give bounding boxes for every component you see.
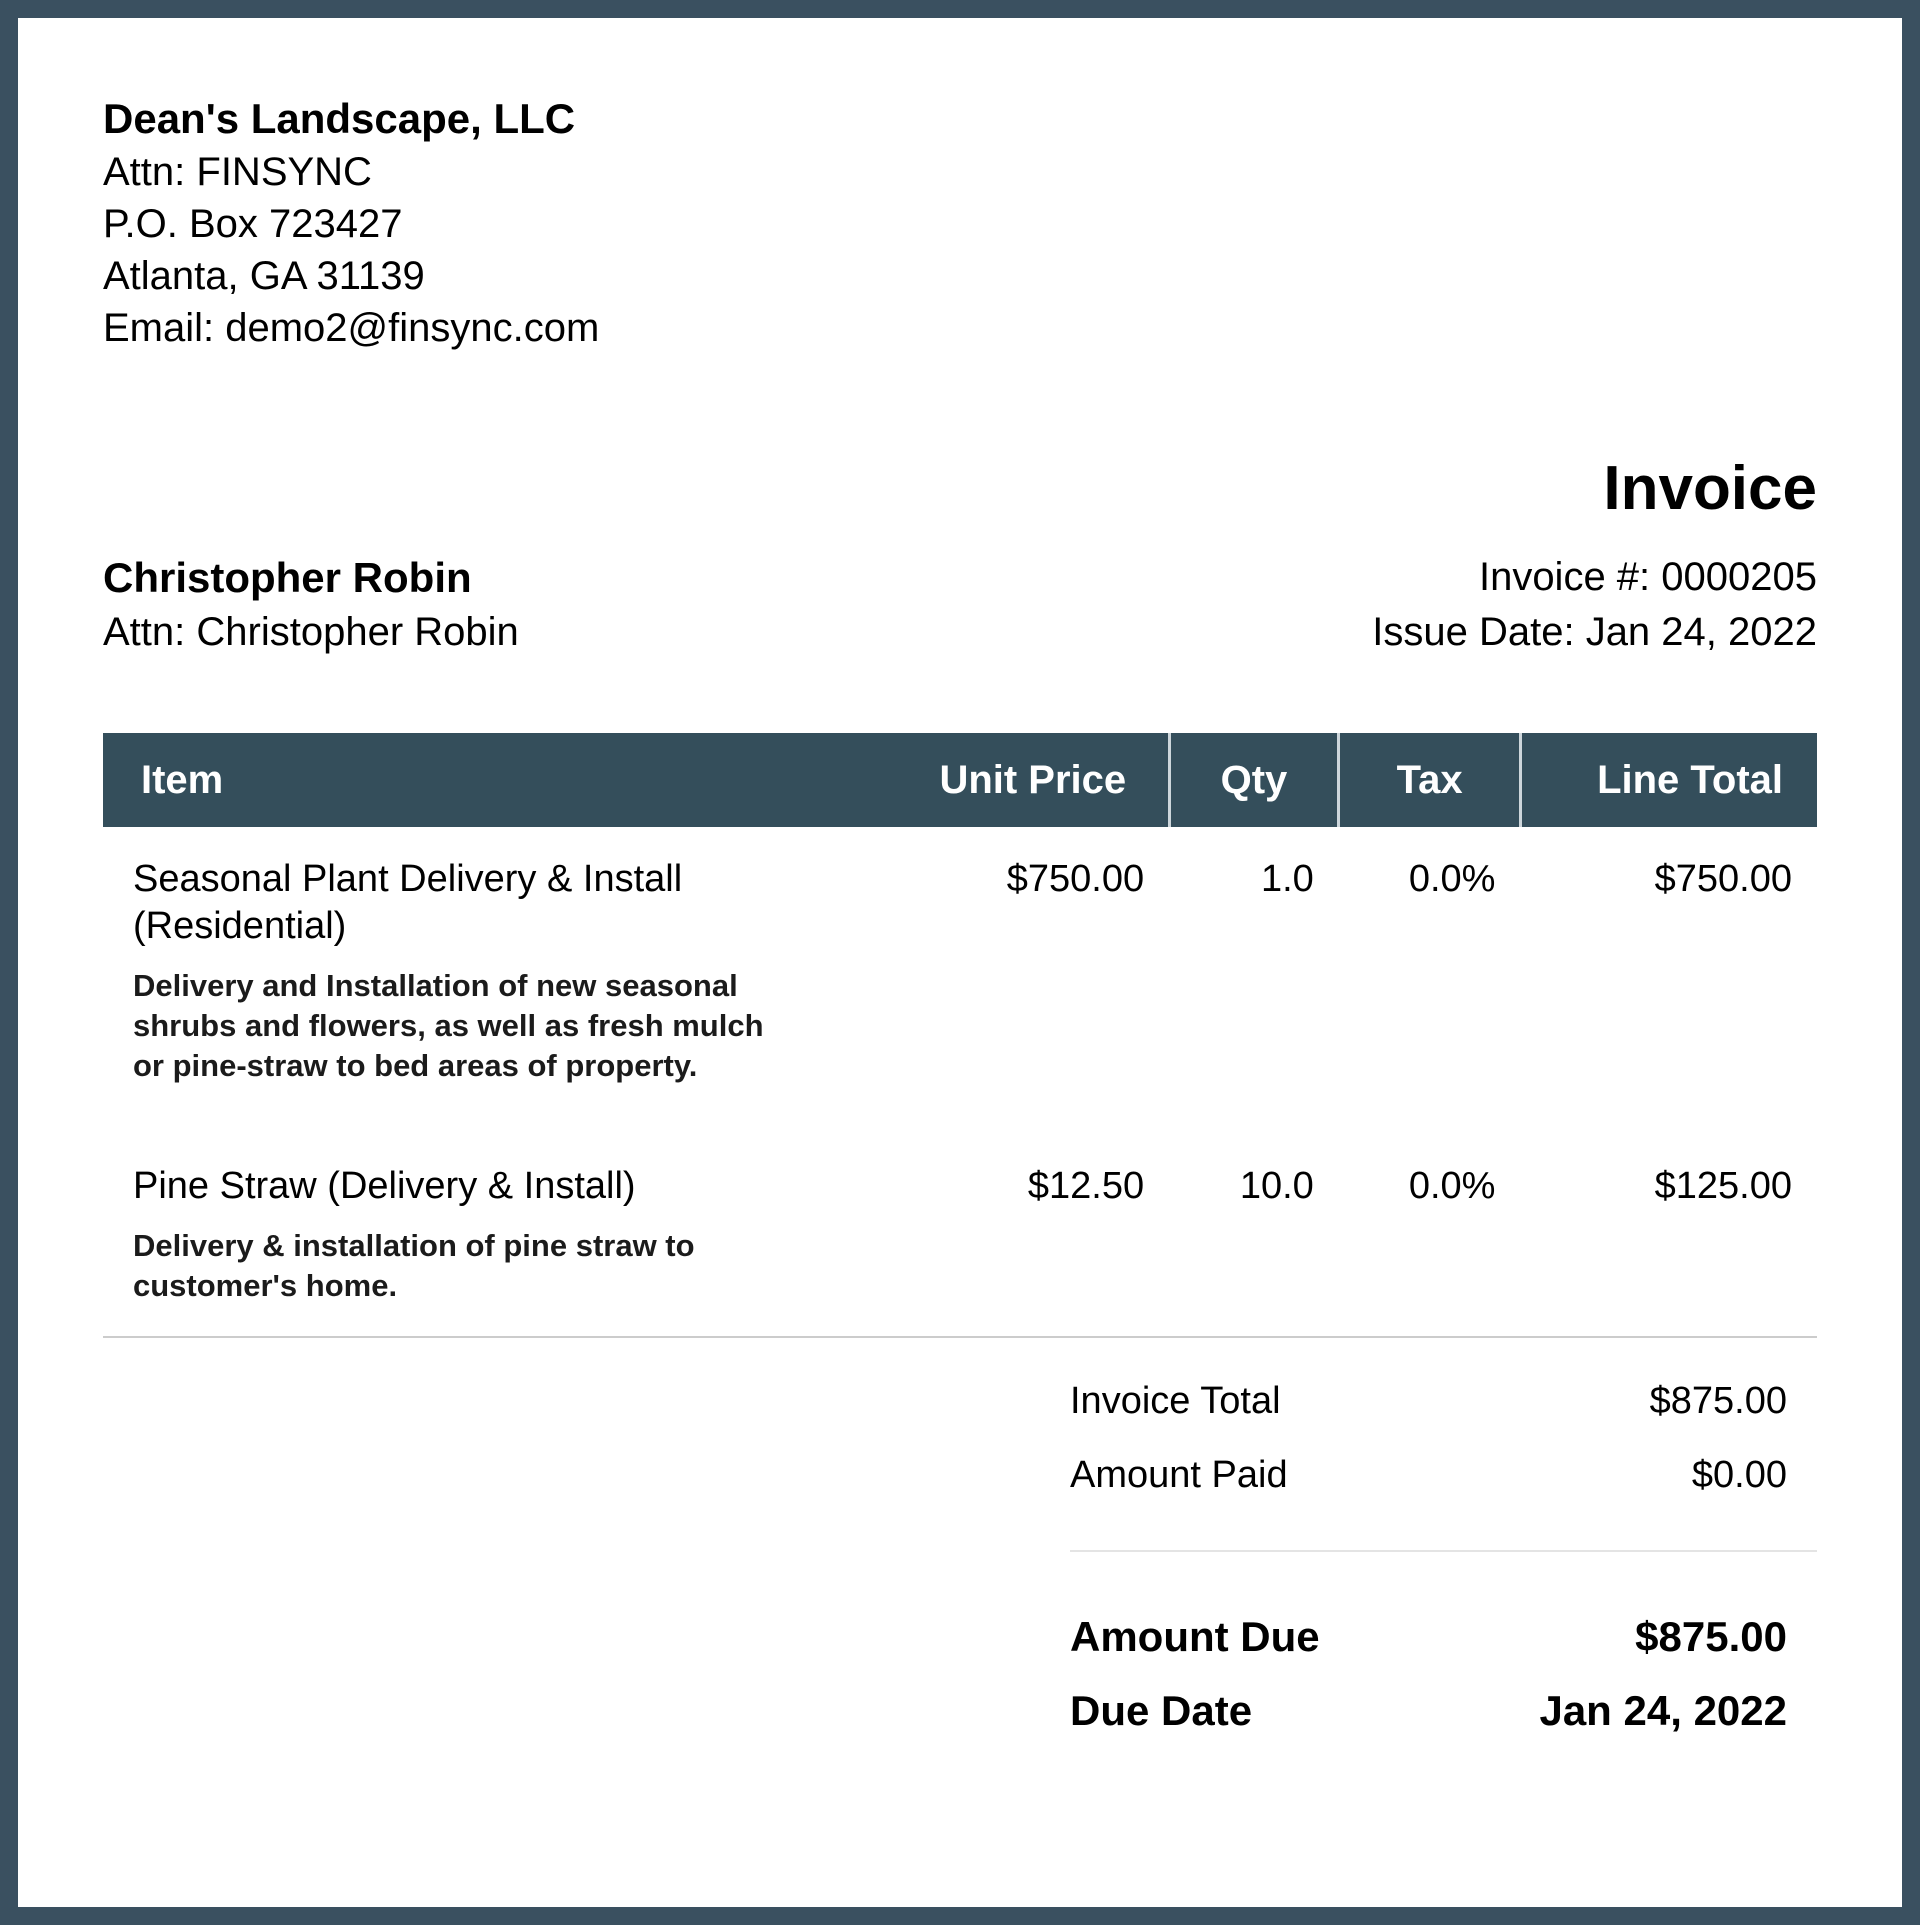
item-qty: 10.0 bbox=[1239, 1165, 1314, 1207]
company-attn: Attn: FINSYNC bbox=[103, 150, 372, 194]
amount-paid-row: Amount Paid $0.00 bbox=[1070, 1452, 1817, 1498]
amount-due-row: Amount Due $875.00 bbox=[1070, 1612, 1817, 1662]
item-tax: 0.0% bbox=[1408, 858, 1496, 900]
item-tax: 0.0% bbox=[1408, 1165, 1496, 1207]
company-email: Email: demo2@finsync.com bbox=[103, 306, 600, 350]
totals-block: Invoice Total $875.00 Amount Paid $0.00 … bbox=[1070, 1378, 1817, 1736]
items-divider bbox=[103, 1336, 1817, 1338]
totals-divider bbox=[1070, 1550, 1817, 1552]
company-address-line2: Atlanta, GA 31139 bbox=[103, 254, 425, 298]
amount-paid-label: Amount Paid bbox=[1070, 1454, 1288, 1496]
company-address-line1: P.O. Box 723427 bbox=[103, 202, 403, 246]
column-header-item: Item bbox=[103, 733, 940, 827]
amount-due-label: Amount Due bbox=[1070, 1613, 1320, 1660]
company-name: Dean's Landscape, LLC bbox=[103, 95, 576, 142]
table-row: Pine Straw (Delivery & Install) Delivery… bbox=[103, 1134, 1817, 1336]
amount-due-value: $875.00 bbox=[1635, 1613, 1787, 1660]
column-header-line-total: Line Total bbox=[1518, 733, 1817, 827]
invoice-page: Dean's Landscape, LLC Attn: FINSYNC P.O.… bbox=[18, 18, 1902, 1907]
invoice-content: Dean's Landscape, LLC Attn: FINSYNC P.O.… bbox=[18, 18, 1902, 1736]
item-description: Delivery and Installation of new seasona… bbox=[133, 968, 764, 1083]
invoice-meta-block: Invoice #: 0000205 Issue Date: Jan 24, 2… bbox=[1372, 550, 1817, 660]
item-line-total: $125.00 bbox=[1654, 1165, 1792, 1207]
item-unit-price: $12.50 bbox=[1027, 1165, 1145, 1207]
due-date-row: Due Date Jan 24, 2022 bbox=[1070, 1686, 1817, 1736]
invoice-total-row: Invoice Total $875.00 bbox=[1070, 1378, 1817, 1424]
column-header-qty: Qty bbox=[1167, 733, 1339, 827]
due-date-value: Jan 24, 2022 bbox=[1539, 1687, 1787, 1734]
due-date-label: Due Date bbox=[1070, 1687, 1253, 1734]
invoice-total-label: Invoice Total bbox=[1070, 1380, 1281, 1422]
amount-paid-value: $0.00 bbox=[1691, 1454, 1787, 1496]
table-row: Seasonal Plant Delivery & Install (Resid… bbox=[103, 827, 1817, 1134]
item-qty: 1.0 bbox=[1260, 858, 1314, 900]
parties-row: Christopher Robin Attn: Christopher Robi… bbox=[103, 550, 1817, 660]
item-cell: Seasonal Plant Delivery & Install (Resid… bbox=[103, 827, 939, 1134]
customer-attn: Attn: Christopher Robin bbox=[103, 610, 519, 654]
invoice-number: Invoice #: 0000205 bbox=[1478, 555, 1817, 599]
customer-name: Christopher Robin bbox=[103, 554, 472, 601]
customer-block: Christopher Robin Attn: Christopher Robi… bbox=[103, 550, 519, 660]
invoice-title: Invoice bbox=[1603, 454, 1817, 523]
column-header-tax: Tax bbox=[1337, 733, 1521, 827]
line-items-table: Item Unit Price Qty Tax Line Total Seaso… bbox=[103, 733, 1817, 1336]
invoice-total-value: $875.00 bbox=[1649, 1380, 1787, 1422]
column-header-unit-price: Unit Price bbox=[939, 733, 1170, 827]
item-cell: Pine Straw (Delivery & Install) Delivery… bbox=[103, 1134, 939, 1336]
item-description: Delivery & installation of pine straw to… bbox=[133, 1228, 695, 1303]
company-block: Dean's Landscape, LLC Attn: FINSYNC P.O.… bbox=[103, 18, 1817, 354]
item-unit-price: $750.00 bbox=[1006, 858, 1145, 900]
invoice-issue-date: Issue Date: Jan 24, 2022 bbox=[1372, 610, 1817, 654]
item-line-total: $750.00 bbox=[1654, 858, 1792, 900]
item-name: Pine Straw (Delivery & Install) bbox=[133, 1165, 636, 1207]
table-header: Item Unit Price Qty Tax Line Total bbox=[103, 733, 1817, 827]
item-name: Seasonal Plant Delivery & Install (Resid… bbox=[133, 858, 683, 947]
